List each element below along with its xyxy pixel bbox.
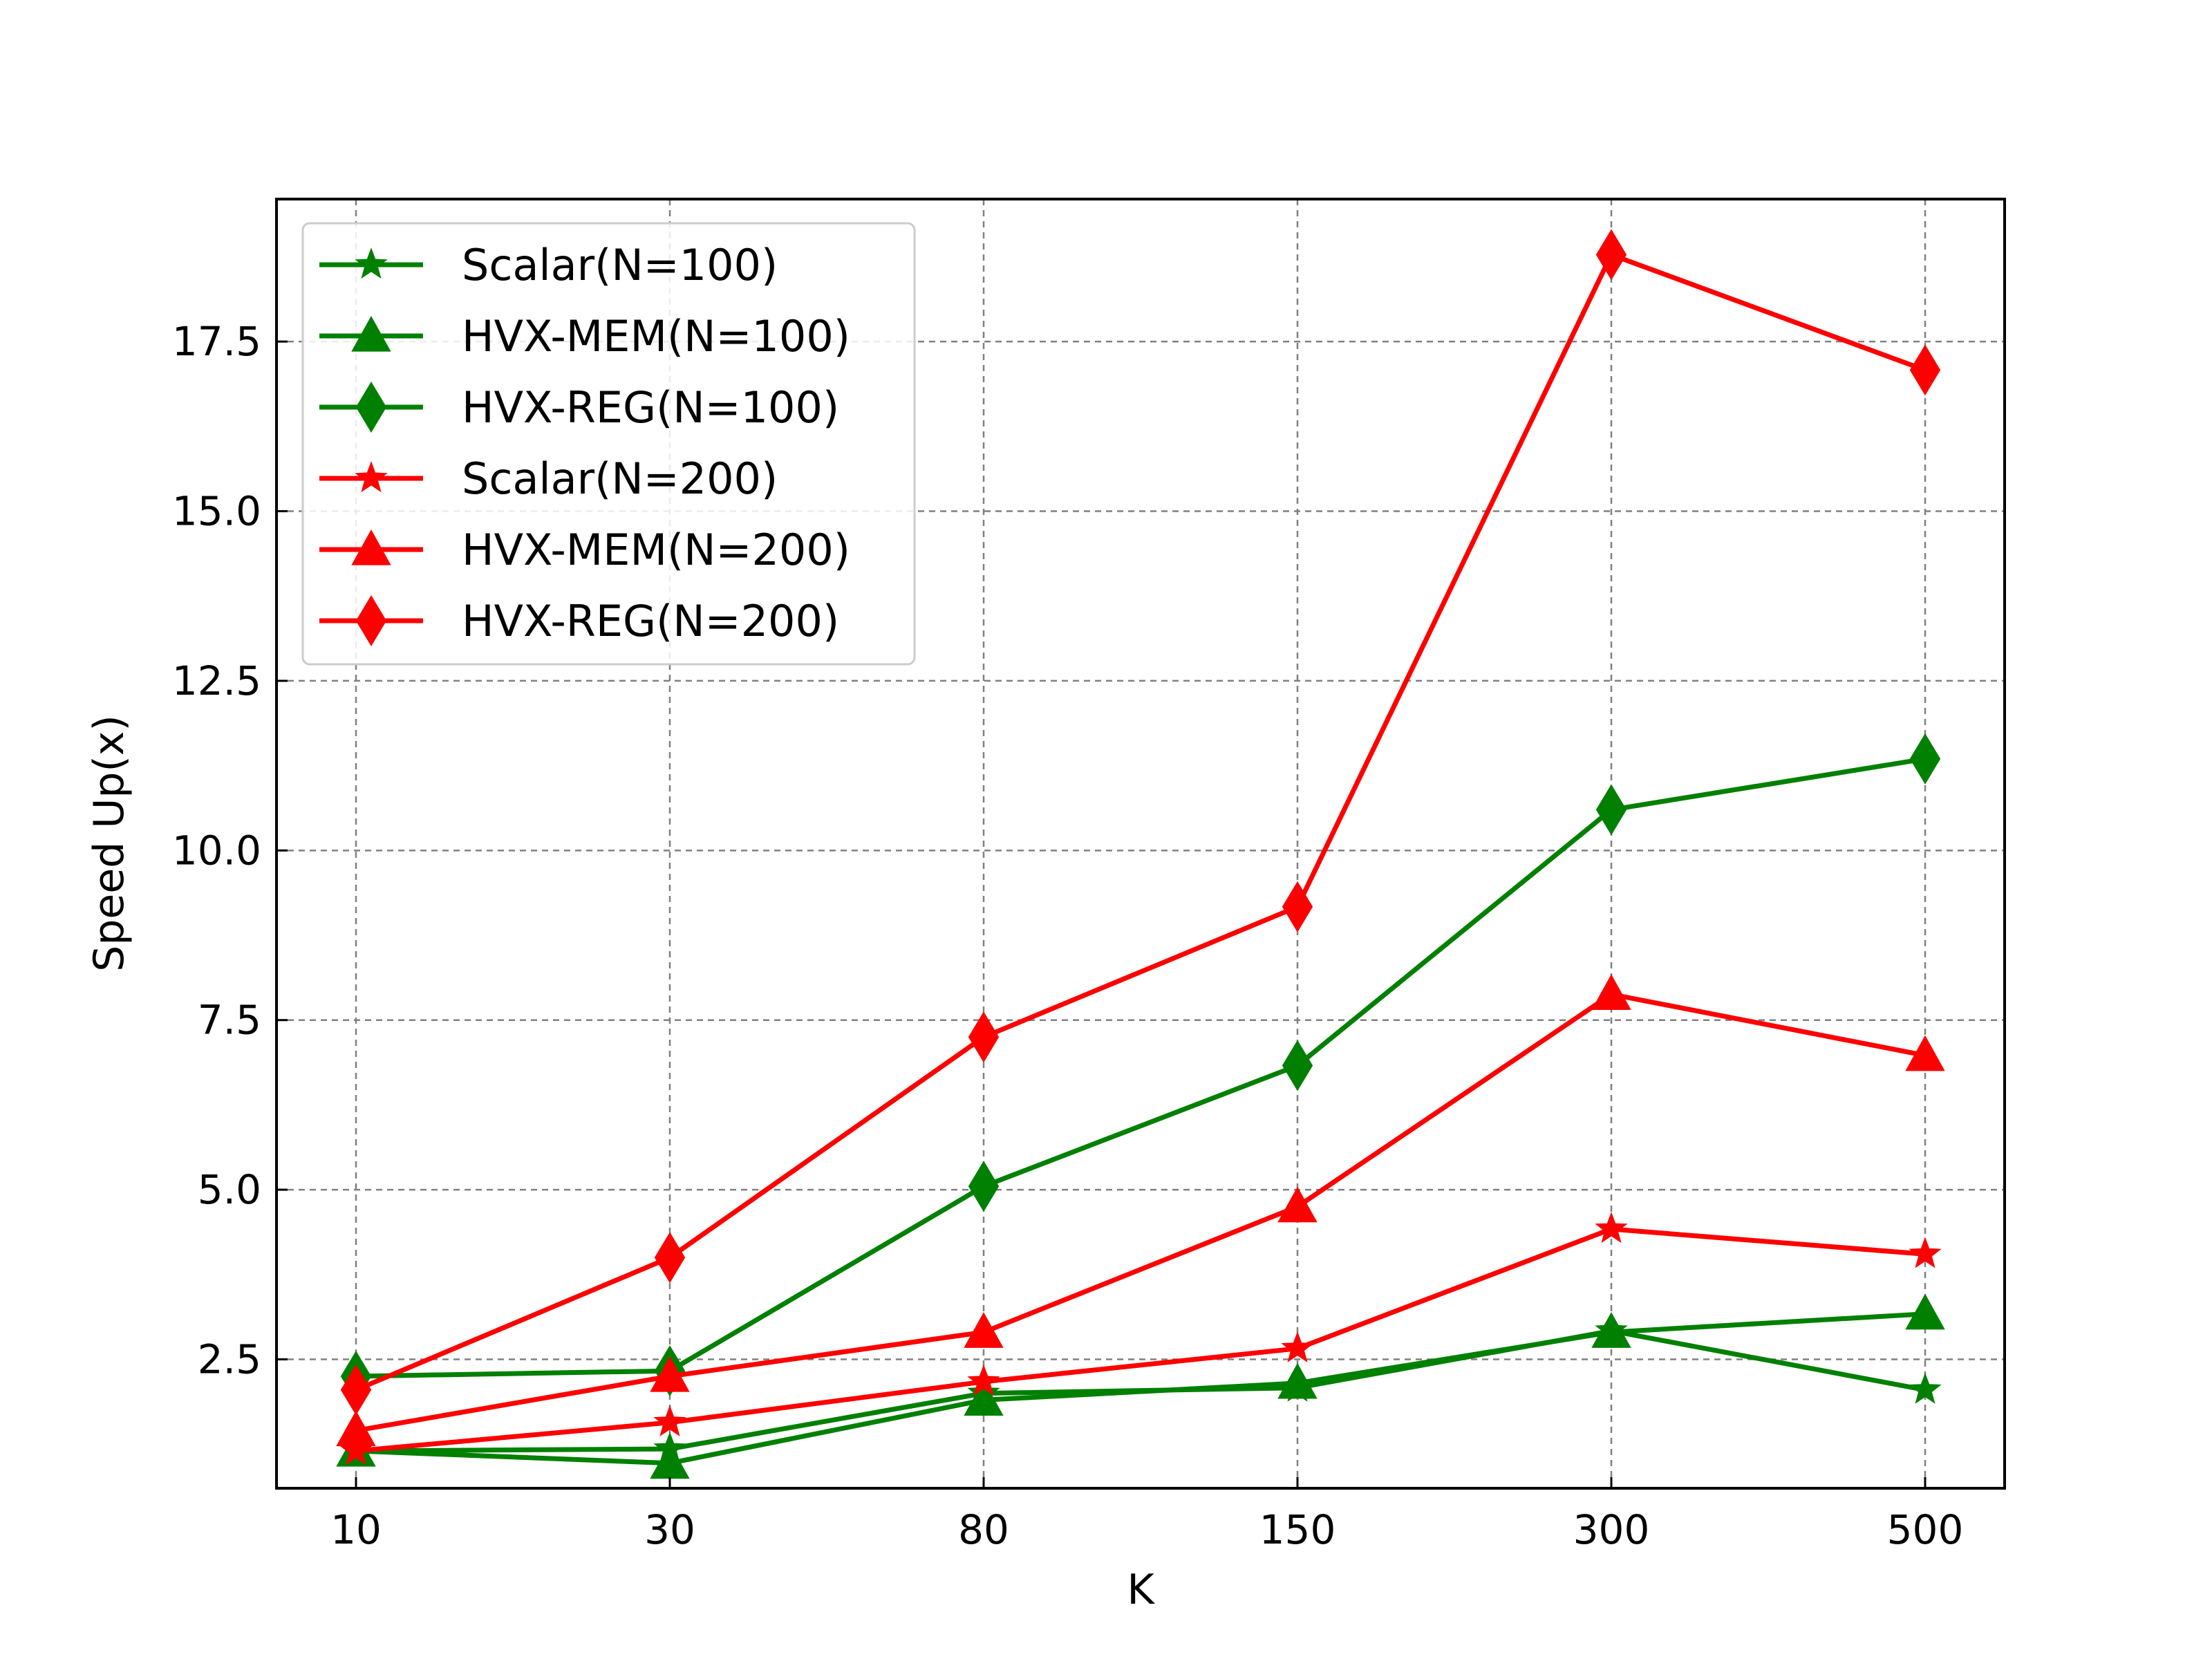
data-point-diamond	[968, 1161, 1000, 1212]
legend-label: Scalar(N=200)	[462, 453, 778, 504]
series-line	[355, 252, 1927, 1392]
legend-entry: HVX-REG(N=200)	[319, 595, 839, 646]
data-point-triangle	[336, 1410, 376, 1447]
data-point-star	[653, 1405, 686, 1436]
plot-frame	[275, 198, 2006, 1490]
data-point-diamond	[1595, 784, 1627, 836]
y-axis-label: Speed Up(x)	[85, 715, 133, 971]
data-point-diamond	[968, 1011, 1000, 1063]
legend-marker-star	[355, 247, 388, 279]
data-point-star	[1909, 1237, 1942, 1268]
data-point-star	[967, 1365, 1000, 1396]
y-tick-label: 5.0	[198, 1166, 261, 1213]
x-tick-label: 80	[958, 1506, 1009, 1553]
legend-label: HVX-REG(N=100)	[462, 382, 839, 433]
data-point-diamond	[1282, 1040, 1313, 1091]
y-tick-label: 15.0	[172, 488, 261, 535]
series-line	[355, 991, 1926, 1434]
data-point-triangle	[1591, 974, 1631, 1011]
data-point-triangle	[964, 1312, 1004, 1348]
data-point-triangle	[650, 1356, 690, 1392]
data-point-triangle	[1277, 1186, 1318, 1223]
data-point-triangle	[1905, 1035, 1945, 1071]
x-tick-label: 30	[644, 1506, 695, 1553]
legend-marker-triangle	[351, 315, 391, 352]
series-line	[355, 1311, 1926, 1466]
ticks: 10 30 80 150 300 500 2.5 5.0 7.5 10.0 12.5 15.0 17.5	[172, 318, 1964, 1553]
x-tick-label: 300	[1573, 1506, 1650, 1553]
series-layer	[336, 229, 1945, 1479]
data-point-triangle	[1591, 1312, 1631, 1348]
y-tick-label: 7.5	[198, 997, 261, 1044]
legend-marker-star	[355, 461, 388, 493]
legend-entry: HVX-MEM(N=100)	[319, 311, 850, 362]
data-point-triangle	[1905, 1293, 1945, 1330]
legend-entry: HVX-REG(N=100)	[319, 382, 839, 433]
data-point-diamond	[1909, 733, 1941, 785]
x-tick-label: 150	[1259, 1506, 1336, 1553]
x-tick-label: 10	[330, 1506, 382, 1553]
x-tick-label: 500	[1887, 1506, 1964, 1553]
legend-entry: HVX-MEM(N=200)	[319, 525, 850, 575]
data-point-diamond	[1909, 344, 1941, 396]
x-axis-label: K	[1127, 1566, 1155, 1614]
data-point-star	[1281, 1331, 1314, 1362]
data-point-diamond	[1282, 881, 1313, 932]
legend: Scalar(N=100) HVX-MEM(N=100) HVX-REG(N=100…	[301, 222, 916, 666]
legend-label: HVX-MEM(N=100)	[462, 311, 850, 362]
data-point-star	[1909, 1372, 1942, 1404]
y-tick-label: 2.5	[198, 1336, 261, 1383]
data-point-diamond	[1595, 229, 1627, 281]
data-point-triangle	[964, 1380, 1004, 1416]
legend-label: HVX-REG(N=200)	[462, 596, 839, 646]
legend-label: HVX-MEM(N=200)	[462, 525, 850, 575]
series-6	[340, 229, 1941, 1416]
y-tick-label: 10.0	[172, 827, 261, 874]
data-point-diamond	[654, 1232, 686, 1284]
legend-label: Scalar(N=100)	[462, 240, 778, 290]
legend-entry: Scalar(N=100)	[319, 240, 778, 290]
legend-box	[301, 222, 916, 666]
data-point-star	[1595, 1212, 1628, 1244]
legend-marker-diamond	[355, 382, 387, 433]
data-point-triangle	[1277, 1362, 1318, 1399]
y-tick-label: 17.5	[172, 318, 261, 365]
legend-marker-diamond	[355, 595, 387, 646]
data-point-diamond	[340, 1364, 372, 1416]
series-5	[336, 974, 1945, 1447]
y-tick-label: 12.5	[172, 657, 261, 704]
series-line	[355, 1226, 1926, 1454]
legend-marker-triangle	[351, 529, 391, 565]
series-3	[340, 733, 1941, 1402]
series-4	[339, 1212, 1942, 1465]
series-line	[355, 756, 1926, 1379]
legend-entry: Scalar(N=200)	[319, 453, 778, 504]
